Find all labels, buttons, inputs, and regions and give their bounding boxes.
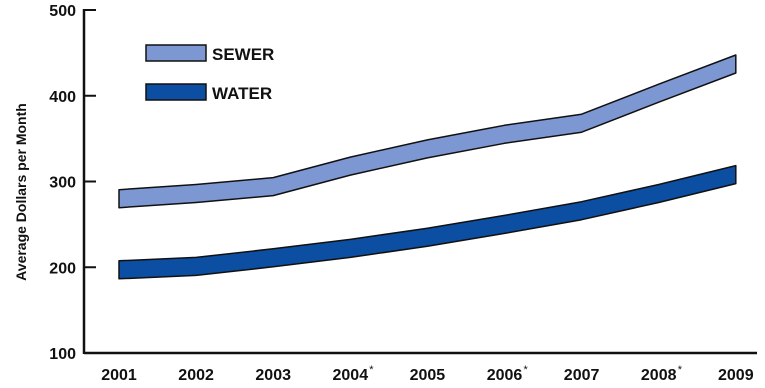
x-tick-label: 2005 (410, 367, 446, 384)
legend-label-sewer: SEWER (212, 45, 274, 64)
series-layer (118, 54, 737, 280)
legend-label-water: WATER (212, 84, 272, 103)
x-tick-marker: * (678, 364, 683, 376)
x-tick-label: 2002 (178, 367, 214, 384)
y-tick-label: 100 (49, 346, 76, 363)
x-tick-label: 2007 (564, 367, 600, 384)
x-tick-label: 2009 (718, 367, 754, 384)
y-tick-label: 200 (49, 260, 76, 277)
x-tick-label: 2008 (641, 367, 677, 384)
legend: SEWER WATER (145, 44, 274, 103)
x-tick-marker: * (369, 364, 374, 376)
y-tick-label: 500 (49, 3, 76, 20)
x-tick-label: 2004 (333, 367, 369, 384)
x-tick-label: 2006 (487, 367, 523, 384)
y-tick-label: 300 (49, 175, 76, 192)
series-water-line (118, 164, 737, 280)
legend-item-sewer: SEWER (145, 44, 274, 64)
legend-item-water: WATER (145, 83, 272, 103)
x-tick-label: 2001 (101, 367, 137, 384)
x-tick-label: 2003 (255, 367, 291, 384)
y-tick-label: 400 (49, 89, 76, 106)
series-sewer-line (118, 54, 737, 209)
y-ticks: 100 200 300 400 500 (49, 3, 96, 363)
x-tick-marker: * (524, 364, 529, 376)
legend-swatch-water (145, 83, 207, 101)
y-axis-title: Average Dollars per Month (13, 103, 29, 281)
legend-swatch-sewer (145, 44, 207, 62)
x-ticks: 2001 2002 2003 2004 * 2005 2006 * 2007 2008 * 2009 (101, 364, 753, 384)
